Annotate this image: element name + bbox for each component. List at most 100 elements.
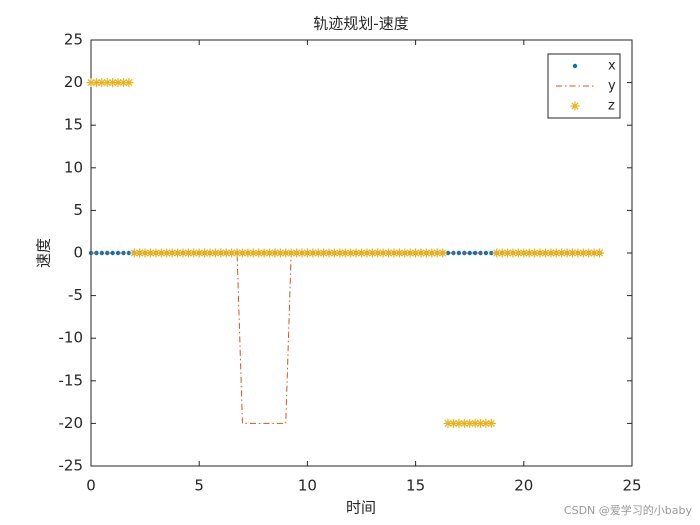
data-point (189, 248, 199, 258)
data-point (486, 418, 496, 428)
data-point (113, 78, 123, 88)
y-tick-label: -15 (59, 371, 84, 389)
data-point (118, 78, 128, 88)
data-point (405, 248, 415, 258)
legend: xyz (547, 53, 621, 119)
y-tick-label: -25 (59, 457, 84, 475)
data-point (472, 250, 478, 256)
data-point (156, 248, 166, 258)
data-point (578, 248, 588, 258)
data-point (519, 248, 529, 258)
data-point (200, 248, 210, 258)
data-point (167, 248, 177, 258)
data-point (216, 248, 226, 258)
data-point (438, 248, 448, 258)
data-point (362, 248, 372, 258)
legend-marker (572, 63, 578, 69)
data-point (237, 248, 247, 258)
data-point (329, 248, 339, 258)
data-point (110, 250, 115, 256)
data-point (589, 248, 599, 258)
data-point (313, 248, 323, 258)
data-point (476, 418, 486, 428)
x-tick-label: 10 (298, 477, 317, 495)
data-point (108, 78, 118, 88)
data-point (335, 248, 345, 258)
data-point (411, 248, 421, 258)
x-tick-label: 5 (194, 477, 204, 495)
data-point (416, 248, 426, 258)
legend-marker (570, 101, 580, 111)
data-point (584, 248, 594, 258)
y-tick-label: 25 (64, 31, 83, 49)
x-axis-label: 时间 (346, 499, 376, 517)
data-point (557, 248, 567, 258)
data-point (421, 248, 431, 258)
data-point (467, 250, 472, 256)
data-point (243, 248, 253, 258)
data-point (151, 248, 161, 258)
y-tick-label: 10 (64, 158, 83, 176)
data-point (384, 248, 394, 258)
data-point (135, 248, 145, 258)
data-point (140, 248, 150, 258)
data-point (351, 248, 361, 258)
x-tick-label: 15 (406, 477, 425, 495)
data-point (254, 248, 264, 258)
data-point (102, 78, 112, 88)
data-point (99, 250, 105, 256)
data-point (281, 248, 291, 258)
watermark: CSDN @爱学习的小baby (564, 503, 693, 517)
data-point (183, 248, 193, 258)
data-point (394, 248, 404, 258)
data-point (308, 248, 318, 258)
data-point (378, 248, 388, 258)
data-point (91, 78, 101, 88)
data-point (248, 248, 258, 258)
x-tick-label: 20 (514, 477, 533, 495)
data-point (432, 248, 442, 258)
data-point (286, 248, 296, 258)
data-point (448, 418, 458, 428)
data-point (232, 248, 242, 258)
y-tick-label: 15 (64, 116, 83, 134)
data-point (443, 418, 453, 428)
data-point (126, 250, 132, 256)
data-point (319, 248, 329, 258)
data-point (227, 248, 237, 258)
data-point (205, 248, 215, 258)
y-axis-label: 速度 (35, 238, 53, 268)
data-point (178, 248, 188, 258)
data-point (373, 248, 383, 258)
data-point (173, 248, 183, 258)
data-point (162, 248, 172, 258)
data-point (124, 78, 134, 88)
data-point (146, 248, 156, 258)
data-point (445, 250, 451, 256)
data-point (324, 248, 334, 258)
x-tick-label: 0 (86, 477, 96, 495)
y-tick-label: 5 (73, 201, 83, 219)
data-point (465, 418, 475, 428)
data-point (503, 248, 513, 258)
data-point (497, 248, 507, 258)
data-point (513, 248, 523, 258)
data-point (508, 248, 518, 258)
data-point (551, 248, 561, 258)
data-point (454, 418, 464, 428)
data-point (389, 248, 399, 258)
data-point (297, 248, 307, 258)
data-point (367, 248, 377, 258)
data-point (357, 248, 366, 258)
data-point (492, 248, 502, 258)
data-point (573, 248, 583, 258)
y-tick-label: -5 (68, 286, 83, 304)
data-point (530, 248, 540, 258)
legend-label: z (608, 99, 615, 114)
data-point (265, 248, 275, 258)
data-point (567, 248, 577, 258)
data-point (86, 78, 96, 88)
data-point (340, 248, 350, 258)
y-tick-label: -10 (59, 329, 84, 347)
